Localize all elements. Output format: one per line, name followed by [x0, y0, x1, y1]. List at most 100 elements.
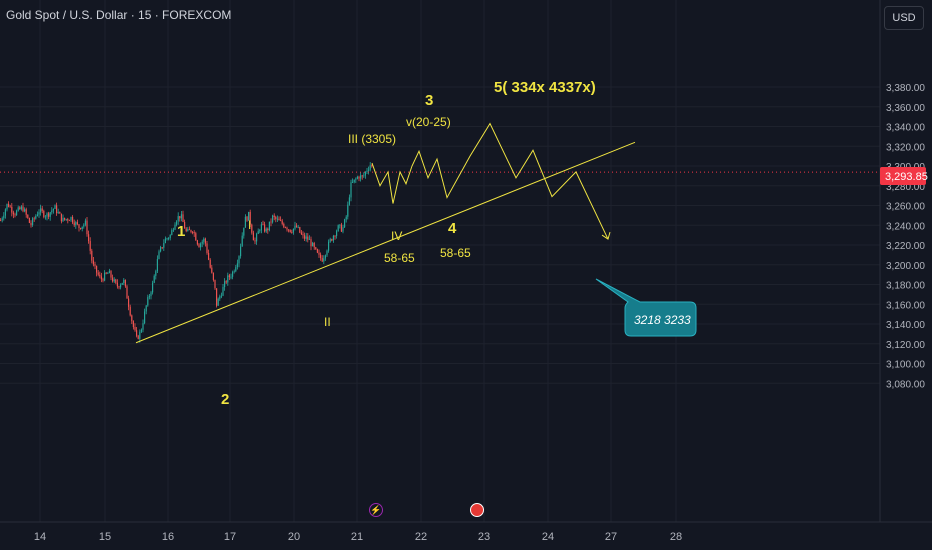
candle-body: [94, 264, 96, 266]
time-axis: 14 15 16 17 20 21 22 23 24 27 28: [34, 531, 682, 543]
candle-body: [89, 241, 91, 251]
candle-body: [220, 295, 222, 297]
candle-body: [59, 212, 61, 214]
range-label-b: 58-65: [440, 246, 471, 260]
candle-body: [299, 227, 301, 233]
candle-body: [179, 216, 181, 219]
candle-body: [296, 225, 298, 228]
candle-body: [288, 229, 290, 231]
candle-body: [160, 247, 162, 252]
candle-body: [204, 238, 206, 244]
candle-body: [230, 276, 232, 278]
candle-body: [185, 228, 187, 232]
candle-body: [364, 171, 366, 176]
candle-body: [353, 179, 355, 183]
candle-body: [265, 228, 267, 232]
candle-body: [83, 224, 85, 227]
us-flag-icon[interactable]: [470, 503, 484, 517]
candle-body: [67, 219, 69, 221]
candle-body: [17, 207, 19, 211]
candle-body: [147, 297, 149, 306]
candle-body: [120, 284, 122, 288]
candle-body: [360, 175, 362, 179]
candle-body: [280, 220, 282, 222]
candle-body: [8, 203, 10, 207]
candle-body: [244, 216, 246, 228]
candle-body: [99, 274, 101, 277]
candle-body: [297, 227, 299, 228]
candle-body: [121, 282, 123, 285]
candle-body: [16, 210, 18, 216]
candle-body: [43, 210, 45, 217]
candle-body: [148, 296, 150, 298]
candle-body: [342, 227, 344, 232]
target-callout[interactable]: 3218 3233: [595, 278, 697, 337]
lightning-icon[interactable]: ⚡: [369, 503, 383, 517]
candle-body: [356, 176, 358, 179]
symbol-title[interactable]: Gold Spot / U.S. Dollar · 15 · FOREXCOM: [6, 8, 232, 22]
candle-body: [361, 175, 363, 177]
time-tick-label: 28: [670, 531, 682, 543]
candle-body: [332, 235, 334, 241]
candle-body: [30, 222, 32, 226]
candle-body: [22, 206, 24, 212]
candle-body: [40, 208, 42, 213]
price-tick-label: 3,160.00: [886, 300, 925, 311]
candle-body: [65, 219, 67, 220]
candle-body: [348, 197, 350, 205]
trendline: [135, 141, 636, 344]
candle-body: [88, 234, 90, 242]
candle-body: [104, 272, 106, 281]
time-tick-label: 20: [288, 531, 300, 543]
candle-body: [32, 218, 34, 226]
current-price-tag: 3,293.85: [880, 167, 928, 185]
candle-body: [193, 232, 195, 234]
candle-body: [273, 215, 275, 217]
candle-body: [132, 321, 134, 328]
candle-body: [222, 287, 224, 296]
candle-body: [246, 216, 248, 221]
candle-body: [272, 215, 274, 223]
candle-body: [316, 249, 318, 253]
candle-body: [11, 206, 13, 213]
candle-body: [108, 270, 110, 274]
candle-body: [112, 277, 114, 282]
candle-body: [252, 232, 254, 241]
wave-4-label: 4: [448, 220, 457, 237]
candle-body: [123, 279, 125, 283]
candle-body: [92, 260, 94, 265]
price-tick-label: 3,200.00: [886, 261, 925, 272]
currency-button[interactable]: USD: [884, 6, 924, 30]
candle-body: [345, 216, 347, 220]
candle-body: [81, 226, 83, 229]
candle-body: [304, 235, 306, 239]
candle-body: [28, 217, 30, 223]
candle-body: [243, 227, 245, 236]
candle-body: [118, 286, 120, 288]
candle-body: [320, 254, 322, 259]
candle-body: [14, 214, 16, 216]
candle-body: [105, 272, 107, 274]
candle-body: [76, 222, 78, 225]
candle-body: [289, 229, 291, 233]
candle-body: [201, 241, 203, 244]
candle-body: [44, 216, 46, 218]
candle-body: [0, 220, 2, 222]
candle-body: [329, 239, 331, 242]
candle-body: [188, 229, 190, 231]
candle-body: [176, 221, 178, 225]
candle-body: [128, 298, 130, 307]
candle-body: [321, 258, 323, 262]
candle-body: [334, 235, 336, 237]
candle-body: [19, 207, 21, 210]
candle-body: [286, 227, 288, 230]
candle-body: [60, 213, 62, 222]
subwave-v-label: v(20-25): [406, 115, 451, 129]
wave-2-label: 2: [221, 391, 229, 408]
candle-body: [275, 216, 277, 220]
candle-body: [54, 205, 56, 209]
candle-body: [225, 281, 227, 283]
candle-body: [198, 244, 200, 248]
candle-body: [12, 212, 14, 215]
